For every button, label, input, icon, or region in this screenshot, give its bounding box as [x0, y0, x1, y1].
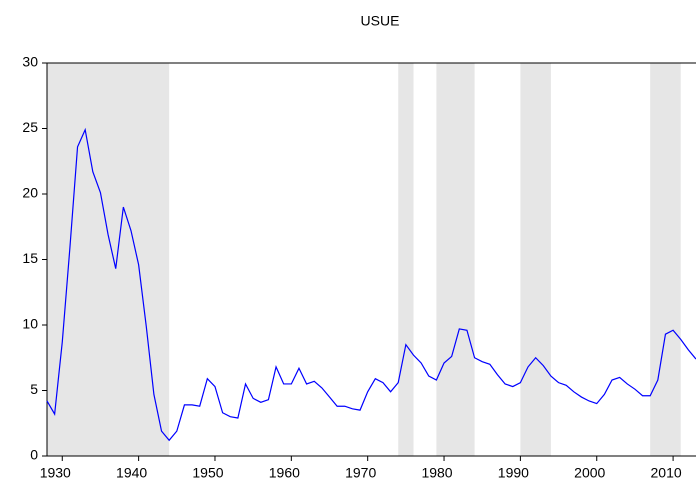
x-tick-label: 2000 — [574, 465, 605, 481]
x-tick-label: 1940 — [116, 465, 147, 481]
x-tick-label: 1980 — [421, 465, 452, 481]
y-tick-label: 25 — [22, 119, 38, 135]
x-tick-label: 1970 — [345, 465, 376, 481]
shaded-region — [436, 63, 475, 456]
shaded-region — [650, 63, 681, 456]
y-tick-label: 0 — [30, 447, 38, 463]
y-tick-label: 5 — [30, 381, 38, 397]
x-tick-label: 1930 — [40, 465, 71, 481]
x-tick-label: 1950 — [192, 465, 223, 481]
x-tick-label: 2010 — [651, 465, 682, 481]
x-tick-label: 1960 — [269, 465, 300, 481]
shaded-region — [520, 63, 551, 456]
chart-title: USUE — [361, 13, 400, 29]
y-tick-label: 10 — [22, 316, 38, 332]
x-tick-label: 1990 — [498, 465, 529, 481]
shaded-region — [398, 63, 414, 456]
data-line — [46, 127, 696, 442]
shaded-region — [47, 63, 170, 456]
y-tick-label: 15 — [22, 250, 38, 266]
y-tick-label: 20 — [22, 185, 38, 201]
y-tick-label: 30 — [22, 54, 38, 70]
